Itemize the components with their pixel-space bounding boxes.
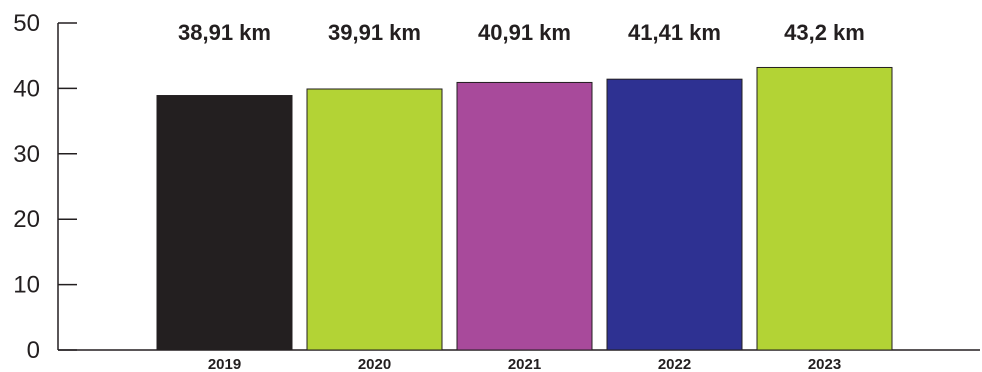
bar-2022 — [606, 78, 743, 351]
y-tick-label: 10 — [13, 272, 40, 299]
y-tick-label: 30 — [13, 141, 40, 168]
bar-2019 — [156, 95, 293, 351]
x-tick-label: 2022 — [658, 356, 691, 372]
data-label: 41,41 km — [628, 20, 721, 45]
x-tick-label: 2020 — [358, 356, 391, 372]
bars — [156, 66, 893, 351]
x-tick-label: 2023 — [808, 356, 841, 372]
data-label: 43,2 km — [784, 20, 865, 45]
y-tick-label: 40 — [13, 75, 40, 102]
y-tick-label: 50 — [13, 10, 40, 37]
category-labels: 2019 2020 2021 2022 2023 — [208, 356, 841, 372]
y-tick-label: 20 — [13, 206, 40, 233]
y-tick-label: 0 — [27, 337, 40, 364]
data-labels: 38,91 km 39,91 km 40,91 km 41,41 km 43,2 km — [178, 20, 865, 45]
x-tick-label: 2021 — [508, 356, 541, 372]
data-label: 40,91 km — [478, 20, 571, 45]
bar-2021 — [456, 81, 593, 351]
bar-2020 — [306, 88, 443, 351]
y-axis: 0 10 20 30 40 50 — [13, 10, 77, 364]
x-tick-label: 2019 — [208, 356, 241, 372]
bar-2023 — [756, 66, 893, 351]
data-label: 38,91 km — [178, 20, 271, 45]
data-label: 39,91 km — [328, 20, 421, 45]
